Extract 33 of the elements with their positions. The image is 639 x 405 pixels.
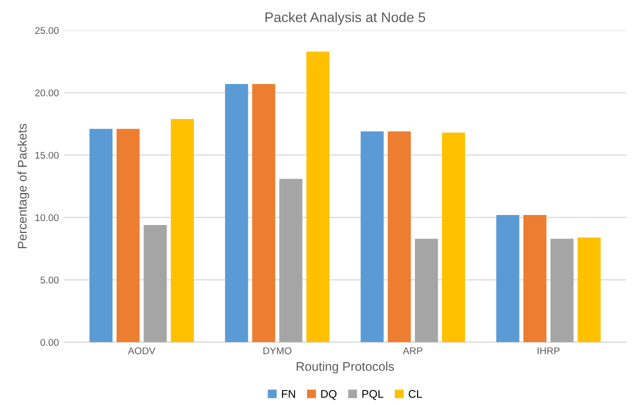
bar	[225, 84, 248, 342]
legend-label: DQ	[321, 390, 336, 400]
chart-title: Packet Analysis at Node 5	[266, 12, 426, 25]
legend-label: CL	[408, 390, 422, 398]
bar	[523, 214, 546, 342]
x-tick-label: DYMO	[263, 347, 292, 354]
bar	[116, 128, 140, 342]
x-tick-label: IHRP	[538, 347, 560, 354]
bar	[252, 84, 276, 342]
y-tick-label: 10.00	[35, 214, 59, 222]
bar	[279, 178, 302, 342]
y-tick-label: 20.00	[35, 89, 59, 96]
x-tick-label: AODV	[128, 347, 156, 354]
bar	[550, 238, 574, 342]
bar	[89, 128, 113, 342]
bar	[414, 238, 438, 342]
y-tick-label: 5.00	[40, 276, 59, 284]
x-tick-label: ARP	[402, 347, 422, 354]
bar	[442, 132, 466, 342]
bar	[578, 237, 601, 342]
legend-label: FN	[282, 390, 296, 398]
y-tick-label: 15.00	[35, 152, 59, 159]
legend-label: PQL	[362, 390, 384, 400]
bar	[170, 118, 194, 342]
bar	[144, 224, 167, 342]
y-axis-title: Percentage of Packets	[18, 124, 30, 248]
x-axis-title: Routing Protocols	[296, 362, 394, 374]
y-tick-label: 25.00	[35, 27, 59, 34]
bar	[496, 214, 520, 342]
bar	[360, 131, 384, 342]
bar	[306, 52, 330, 342]
y-tick-label: 0.00	[40, 338, 59, 346]
bar	[388, 131, 411, 342]
